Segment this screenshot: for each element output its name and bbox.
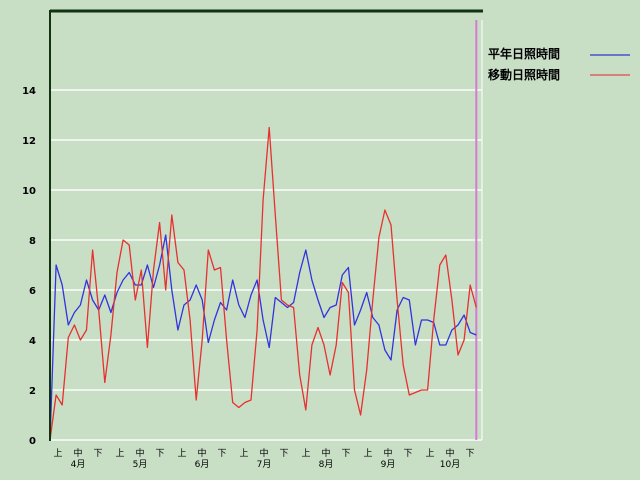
x-tick-third: 中 bbox=[259, 447, 268, 459]
x-tick-third: 中 bbox=[383, 447, 392, 459]
y-axis-ticks: 0 2 4 6 8 10 12 14 bbox=[22, 86, 36, 447]
x-tick-third: 上 bbox=[425, 448, 434, 459]
legend-label-moving: 移動日照時間 bbox=[488, 67, 560, 82]
x-tick-third: 中 bbox=[321, 447, 330, 459]
x-tick-third: 上 bbox=[115, 448, 124, 459]
series-line-1 bbox=[49, 126, 477, 441]
x-tick-third: 下 bbox=[403, 449, 412, 459]
y-tick-label: 12 bbox=[22, 136, 36, 147]
x-tick-month: 5月 bbox=[133, 459, 148, 470]
x-tick-month: 10月 bbox=[440, 459, 460, 470]
x-tick-month: 4月 bbox=[71, 459, 86, 470]
y-tick-label: 10 bbox=[22, 186, 36, 197]
x-tick-month: 8月 bbox=[319, 459, 334, 470]
y-tick-label: 6 bbox=[29, 286, 36, 297]
x-tick-month: 7月 bbox=[257, 459, 272, 470]
x-tick-third: 中 bbox=[445, 447, 454, 459]
y-tick-label: 14 bbox=[22, 86, 36, 97]
y-tick-label: 4 bbox=[29, 336, 36, 347]
y-tick-label: 2 bbox=[29, 386, 36, 397]
x-tick-third: 下 bbox=[279, 449, 288, 459]
x-tick-third: 下 bbox=[465, 449, 474, 459]
y-tick-label: 8 bbox=[29, 236, 36, 247]
x-tick-third: 上 bbox=[177, 448, 186, 459]
x-tick-third: 下 bbox=[93, 449, 102, 459]
x-tick-third: 中 bbox=[135, 447, 144, 459]
x-tick-third: 下 bbox=[341, 449, 350, 459]
x-tick-month: 9月 bbox=[381, 459, 396, 470]
x-tick-month: 6月 bbox=[195, 459, 210, 470]
x-tick-third: 中 bbox=[73, 447, 82, 459]
x-tick-third: 上 bbox=[53, 448, 62, 459]
series-line-0 bbox=[49, 234, 477, 441]
gridlines bbox=[50, 89, 482, 391]
x-tick-third: 下 bbox=[217, 449, 226, 459]
legend-label-normal: 平年日照時間 bbox=[488, 46, 560, 61]
x-tick-third: 上 bbox=[301, 448, 310, 459]
series-lines bbox=[49, 126, 477, 441]
x-tick-third: 中 bbox=[197, 447, 206, 459]
legend: 平年日照時間 移動日照時間 bbox=[488, 46, 630, 82]
x-axis-ticks: 上中下4月上中下5月上中下6月上中下7月上中下8月上中下9月上中下10月 bbox=[53, 447, 474, 470]
x-tick-third: 上 bbox=[363, 448, 372, 459]
x-tick-third: 上 bbox=[239, 448, 248, 459]
x-tick-third: 下 bbox=[155, 449, 164, 459]
y-tick-label: 0 bbox=[29, 436, 36, 447]
